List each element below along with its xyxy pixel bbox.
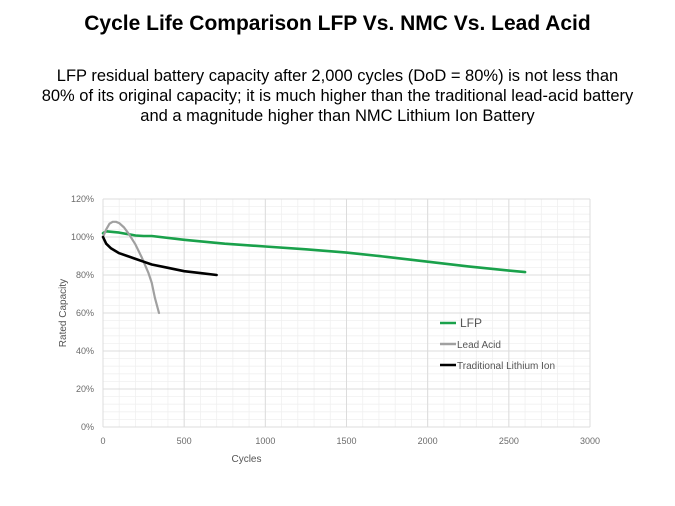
y-tick-label: 0% xyxy=(81,422,94,432)
y-axis-ticks: 0% 20% 40% 60% 80% 100% 120% xyxy=(71,194,94,432)
y-tick-label: 120% xyxy=(71,194,94,204)
legend-label: Traditional Lithium Ion xyxy=(457,361,555,372)
y-tick-label: 60% xyxy=(76,308,94,318)
x-tick-label: 2000 xyxy=(418,436,438,446)
slide-title: Cycle Life Comparison LFP Vs. NMC Vs. Le… xyxy=(84,12,591,35)
y-tick-label: 100% xyxy=(71,232,94,242)
y-tick-label: 40% xyxy=(76,346,94,356)
x-tick-label: 1500 xyxy=(336,436,356,446)
y-axis-label: Rated Capacity xyxy=(58,279,69,347)
major-gridlines xyxy=(102,198,591,428)
slide-subtitle: LFP residual battery capacity after 2,00… xyxy=(41,67,634,125)
legend: LFP Lead Acid Traditional Lithium Ion xyxy=(440,316,555,372)
series-lines xyxy=(101,220,527,315)
y-tick-label: 20% xyxy=(76,384,94,394)
series-line-traditional-lithium-ion xyxy=(101,235,218,277)
x-axis-label: Cycles xyxy=(231,454,261,465)
series-line-lead-acid xyxy=(101,220,161,315)
x-tick-label: 2500 xyxy=(499,436,519,446)
x-tick-label: 0 xyxy=(100,436,105,446)
x-tick-label: 1000 xyxy=(255,436,275,446)
x-axis-ticks: 0 500 1000 1500 2000 2500 3000 xyxy=(100,436,600,446)
legend-label: LFP xyxy=(460,316,482,330)
y-tick-label: 80% xyxy=(76,270,94,280)
x-tick-label: 500 xyxy=(177,436,192,446)
series-line-lfp xyxy=(101,230,527,274)
x-tick-label: 3000 xyxy=(580,436,600,446)
legend-label: Lead Acid xyxy=(457,340,501,351)
